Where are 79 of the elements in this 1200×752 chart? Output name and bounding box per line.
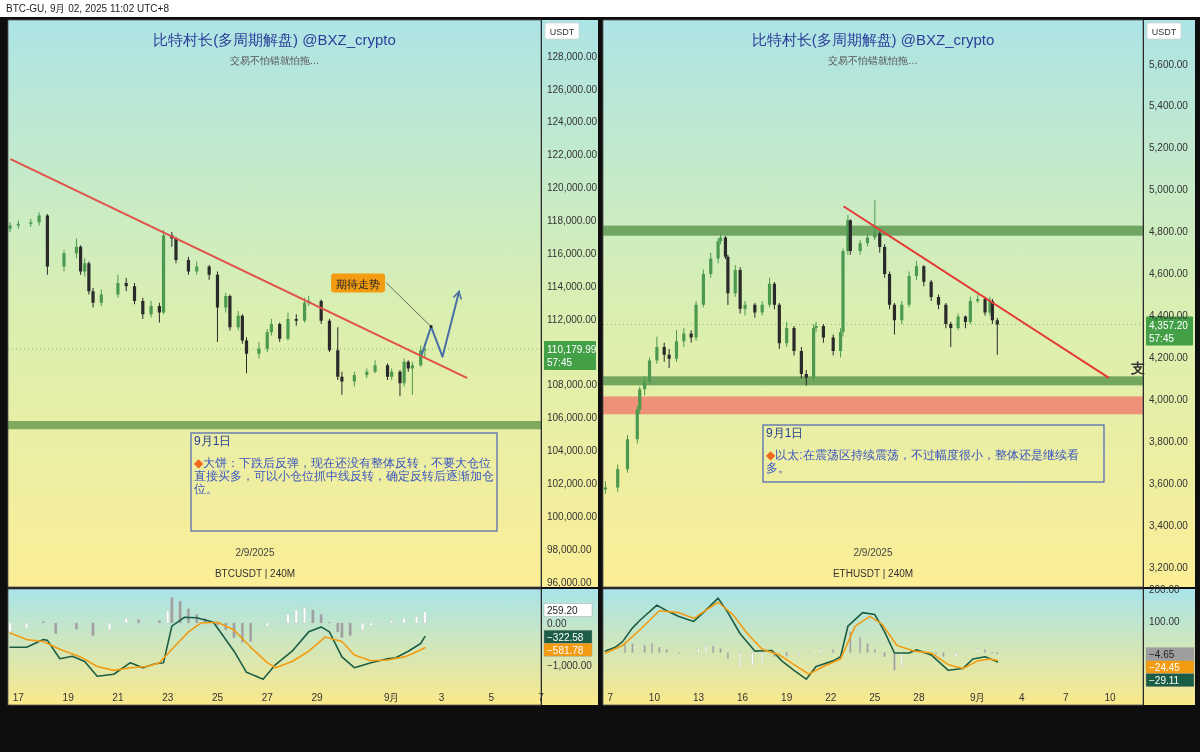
text: BTC-GU, 9月 02, 2025 11:02 UTC+8 <box>6 3 170 14</box>
text: 比特村长(多周期解盘) @BXZ_crypto <box>751 31 995 48</box>
annotation: BTCUSDT | 240M <box>214 568 296 579</box>
y-tick-label: 108,000.00 <box>547 379 598 391</box>
x-tick-label: 27 <box>261 692 274 703</box>
y-tick-label: 96,000.00 <box>547 576 592 588</box>
x-tick-label: 19 <box>62 692 75 703</box>
y-tick-label: 120,000.00 <box>547 182 598 194</box>
annotation: 9月1日 <box>194 434 233 448</box>
y-tick-label: 102,000.00 <box>547 477 598 489</box>
y-tick-label: 122,000.00 <box>547 149 598 161</box>
text: −24.45 <box>1149 662 1181 674</box>
x-tick-label: 28 <box>913 692 925 703</box>
x-tick-label: 9月 <box>383 692 400 703</box>
y-tick-label: 106,000.00 <box>547 412 598 424</box>
x-tick-label: 25 <box>211 692 224 703</box>
x-tick-label: 21 <box>112 692 124 703</box>
x-tick-label: 19 <box>781 692 793 703</box>
y-tick-label: 4,000.00 <box>1149 393 1189 405</box>
y-tick-label: 128,000.00 <box>547 50 598 62</box>
annotation: ◆以太:在震荡区持续震荡，不过幅度很小，整体还是继续看多。 <box>766 448 1080 475</box>
text: 比特村长(多周期解盘) @BXZ_crypto <box>153 31 396 48</box>
y-tick-label: 3,600.00 <box>1149 477 1189 489</box>
text: −322.58 <box>547 631 584 643</box>
annotation: 2/9/2025 <box>853 547 893 558</box>
y-tick-label: 4,200.00 <box>1149 351 1189 363</box>
x-tick-label: 25 <box>869 692 881 703</box>
x-tick-label: 10 <box>648 692 661 703</box>
annotation: ETHUSDT | 240M <box>832 568 914 579</box>
x-tick-label: 4 <box>1018 692 1025 703</box>
y-tick-label: 100.00 <box>1149 615 1181 627</box>
x-tick-label: 29 <box>311 692 324 703</box>
ref-line-label: 4,357.20 <box>1149 319 1189 331</box>
x-tick-label: 3 <box>438 692 445 703</box>
y-tick-label: 5,600.00 <box>1149 58 1189 70</box>
y-tick-label: 126,000.00 <box>547 83 598 95</box>
text: −581.78 <box>547 644 584 656</box>
x-tick-label: 16 <box>737 692 749 703</box>
y-tick-label: 3,800.00 <box>1149 435 1189 447</box>
y-tick-label: 5,000.00 <box>1149 184 1189 196</box>
ref-line-label: 110,179.99 <box>547 344 597 356</box>
y-tick-label: 3,200.00 <box>1149 561 1189 573</box>
x-tick-label: 22 <box>825 692 837 703</box>
y-tick-label: 4,600.00 <box>1149 268 1189 280</box>
text: 57:45 <box>547 357 573 369</box>
y-tick-label: 5,400.00 <box>1149 100 1189 112</box>
annotation: ◆大饼：下跌后反弹，现在还没有整体反转，不要大仓位直接买多，可以小仓位抓中线反转，确定反转后逐渐加仓位。 <box>194 456 494 496</box>
x-tick-label: 10 <box>1104 692 1116 703</box>
text: 57:45 <box>1149 332 1175 344</box>
y-axis-title: USDT <box>549 27 575 37</box>
text: 259.20 <box>547 605 579 616</box>
x-tick-label: 9月 <box>969 692 986 703</box>
y-tick-label: 118,000.00 <box>547 215 597 226</box>
x-tick-label: 23 <box>162 692 174 703</box>
text: 交易不怕错就怕拖… <box>229 55 320 66</box>
y-tick-label: 100,000.00 <box>547 510 598 522</box>
annotation: 期待走势 <box>336 277 381 290</box>
text: −29.11 <box>1149 675 1180 687</box>
annotation: 9月1日 <box>766 426 805 440</box>
y-tick-label: 114,000.00 <box>547 280 597 292</box>
text: −4.65 <box>1149 649 1175 661</box>
y-tick-label: −1,000.00 <box>547 659 593 671</box>
x-tick-label: 17 <box>12 692 25 703</box>
y-tick-label: 0.00 <box>547 617 567 629</box>
y-axis-title: USDT <box>1151 27 1177 37</box>
x-tick-label: 5 <box>488 692 495 703</box>
y-tick-label: 124,000.00 <box>547 116 598 128</box>
x-tick-label: 7 <box>607 692 614 703</box>
y-tick-label: 116,000.00 <box>547 247 597 259</box>
text: 交易不怕错就怕拖… <box>828 55 918 66</box>
y-tick-label: 98,000.00 <box>547 543 592 555</box>
y-tick-label: 3,400.00 <box>1149 519 1189 531</box>
y-tick-label: 112,000.00 <box>547 313 597 325</box>
y-tick-label: 5,200.00 <box>1149 142 1189 154</box>
y-tick-label: 4,800.00 <box>1149 226 1189 238</box>
x-tick-label: 7 <box>1063 692 1070 703</box>
x-tick-label: 13 <box>692 692 705 703</box>
y-tick-label: 104,000.00 <box>547 445 598 457</box>
annotation: 2/9/2025 <box>235 547 275 558</box>
